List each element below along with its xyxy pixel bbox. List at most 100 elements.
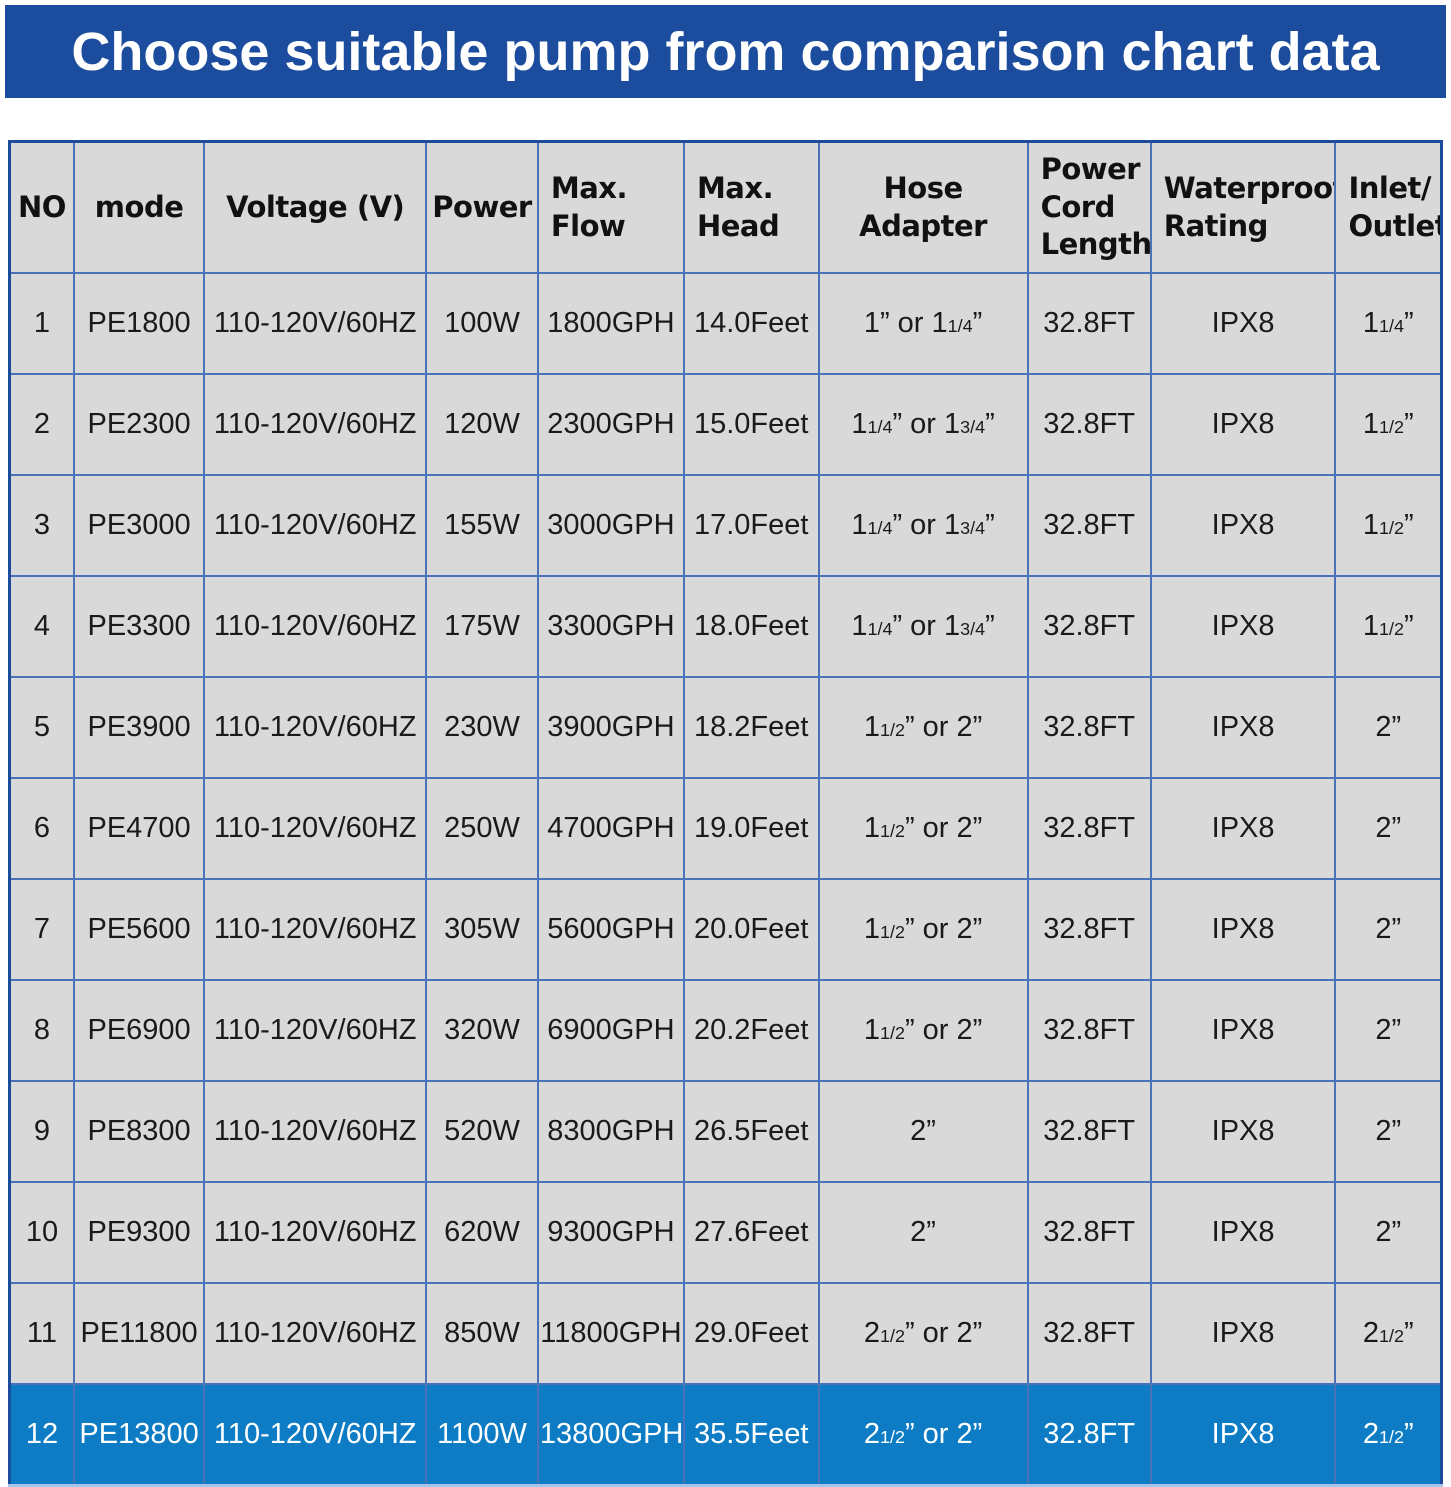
cell-inlet-outlet: 11/2”: [1334, 474, 1443, 577]
table-header: NO mode Voltage (V) Power Max. Flow Max. Head…: [8, 140, 1443, 274]
cell-waterproof-rating: IPX8: [1149, 272, 1337, 375]
cell-power-cord-length: 32.8FT: [1026, 1282, 1152, 1385]
fraction: 1/2: [879, 720, 905, 740]
cell-inlet-outlet: 2”: [1334, 1181, 1443, 1284]
cell-max-flow: 11800GPH: [536, 1282, 685, 1385]
fraction: 3/4: [960, 417, 986, 437]
cell-mode: PE11800: [72, 1282, 206, 1385]
cell-max-head: 20.0Feet: [682, 878, 820, 981]
cell-no: 11: [8, 1282, 75, 1385]
cell-hose-adapter: 21/2” or 2”: [817, 1383, 1029, 1487]
cell-mode: PE2300: [72, 373, 206, 476]
column-header-power: Power: [425, 140, 539, 274]
cell-no: 12: [8, 1383, 75, 1487]
cell-waterproof-rating: IPX8: [1149, 474, 1337, 577]
cell-power-cord-length: 32.8FT: [1026, 1383, 1152, 1487]
cell-power-cord-length: 32.8FT: [1026, 1181, 1152, 1284]
column-header-max-head: Max. Head: [682, 140, 820, 274]
cell-hose-adapter: 11/4” or 13/4”: [817, 575, 1029, 678]
cell-max-flow: 2300GPH: [536, 373, 685, 476]
cell-max-flow: 5600GPH: [536, 878, 685, 981]
cell-hose-adapter: 2”: [817, 1080, 1029, 1183]
fraction: 1/2: [879, 922, 905, 942]
cell-hose-adapter: 11/2” or 2”: [817, 878, 1029, 981]
table-row: 9 PE8300 110-120V/60HZ 520W 8300GPH 26.5Feet 2…: [8, 1080, 1443, 1183]
cell-max-head: 20.2Feet: [682, 979, 820, 1082]
table-row: 10 PE9300 110-120V/60HZ 620W 9300GPH 27.6Feet…: [8, 1181, 1443, 1284]
cell-mode: PE3000: [72, 474, 206, 577]
cell-hose-adapter: 11/2” or 2”: [817, 979, 1029, 1082]
cell-max-flow: 13800GPH: [536, 1383, 685, 1487]
cell-voltage: 110-120V/60HZ: [203, 1080, 428, 1183]
table-row: 2 PE2300 110-120V/60HZ 120W 2300GPH 15.0Feet 1…: [8, 373, 1443, 476]
cell-waterproof-rating: IPX8: [1149, 1080, 1337, 1183]
pump-comparison-table: NO mode Voltage (V) Power Max. Flow Max. Head…: [8, 140, 1443, 1487]
fraction: 1/2: [879, 821, 905, 841]
column-header-max-flow: Max. Flow: [536, 140, 685, 274]
fraction: 1/2: [1378, 417, 1404, 437]
cell-no: 5: [8, 676, 75, 779]
cell-voltage: 110-120V/60HZ: [203, 979, 428, 1082]
table-row: 1 PE1800 110-120V/60HZ 100W 1800GPH 14.0Feet 1…: [8, 272, 1443, 375]
cell-power: 520W: [425, 1080, 539, 1183]
title-banner: Choose suitable pump from comparison cha…: [5, 5, 1446, 98]
cell-power: 175W: [425, 575, 539, 678]
cell-max-head: 29.0Feet: [682, 1282, 820, 1385]
cell-inlet-outlet: 11/4”: [1334, 272, 1443, 375]
cell-voltage: 110-120V/60HZ: [203, 1282, 428, 1385]
cell-waterproof-rating: IPX8: [1149, 1282, 1337, 1385]
cell-power: 320W: [425, 979, 539, 1082]
cell-voltage: 110-120V/60HZ: [203, 575, 428, 678]
table-row: 12 PE13800 110-120V/60HZ 1100W 13800GPH 35.5F…: [8, 1383, 1443, 1487]
column-header-waterproof-rating: Waterproof Rating: [1149, 140, 1337, 274]
cell-waterproof-rating: IPX8: [1149, 1383, 1337, 1487]
header-row: NO mode Voltage (V) Power Max. Flow Max. Head…: [8, 140, 1443, 274]
column-header-inlet-outlet: Inlet/ Outlet: [1334, 140, 1443, 274]
cell-power: 230W: [425, 676, 539, 779]
fraction: 3/4: [960, 619, 986, 639]
cell-max-flow: 3300GPH: [536, 575, 685, 678]
fraction: 1/4: [1378, 316, 1404, 336]
cell-mode: PE3300: [72, 575, 206, 678]
fraction: 1/4: [867, 619, 893, 639]
cell-hose-adapter: 1” or 11/4”: [817, 272, 1029, 375]
cell-no: 3: [8, 474, 75, 577]
cell-voltage: 110-120V/60HZ: [203, 1383, 428, 1487]
table-row: 6 PE4700 110-120V/60HZ 250W 4700GPH 19.0Feet 1…: [8, 777, 1443, 880]
cell-max-head: 18.2Feet: [682, 676, 820, 779]
cell-max-flow: 6900GPH: [536, 979, 685, 1082]
cell-inlet-outlet: 21/2”: [1334, 1383, 1443, 1487]
cell-max-head: 35.5Feet: [682, 1383, 820, 1487]
cell-no: 4: [8, 575, 75, 678]
fraction: 1/2: [1378, 518, 1404, 538]
cell-hose-adapter: 11/4” or 13/4”: [817, 373, 1029, 476]
cell-mode: PE4700: [72, 777, 206, 880]
cell-hose-adapter: 2”: [817, 1181, 1029, 1284]
column-header-mode: mode: [72, 140, 206, 274]
cell-max-head: 17.0Feet: [682, 474, 820, 577]
table-row: 7 PE5600 110-120V/60HZ 305W 5600GPH 20.0Feet 1…: [8, 878, 1443, 981]
cell-no: 1: [8, 272, 75, 375]
cell-voltage: 110-120V/60HZ: [203, 373, 428, 476]
table-row: 4 PE3300 110-120V/60HZ 175W 3300GPH 18.0Feet 1…: [8, 575, 1443, 678]
cell-no: 9: [8, 1080, 75, 1183]
fraction: 1/2: [1378, 1326, 1404, 1346]
table-body: 1 PE1800 110-120V/60HZ 100W 1800GPH 14.0Feet 1…: [8, 272, 1443, 1487]
cell-max-flow: 1800GPH: [536, 272, 685, 375]
cell-power-cord-length: 32.8FT: [1026, 575, 1152, 678]
cell-power: 250W: [425, 777, 539, 880]
cell-no: 6: [8, 777, 75, 880]
cell-inlet-outlet: 2”: [1334, 676, 1443, 779]
cell-power: 100W: [425, 272, 539, 375]
fraction: 1/2: [879, 1326, 905, 1346]
cell-hose-adapter: 11/4” or 13/4”: [817, 474, 1029, 577]
cell-max-head: 26.5Feet: [682, 1080, 820, 1183]
cell-inlet-outlet: 11/2”: [1334, 575, 1443, 678]
cell-max-flow: 3900GPH: [536, 676, 685, 779]
cell-max-head: 19.0Feet: [682, 777, 820, 880]
cell-inlet-outlet: 2”: [1334, 1080, 1443, 1183]
cell-power: 1100W: [425, 1383, 539, 1487]
cell-no: 2: [8, 373, 75, 476]
cell-mode: PE5600: [72, 878, 206, 981]
cell-voltage: 110-120V/60HZ: [203, 878, 428, 981]
